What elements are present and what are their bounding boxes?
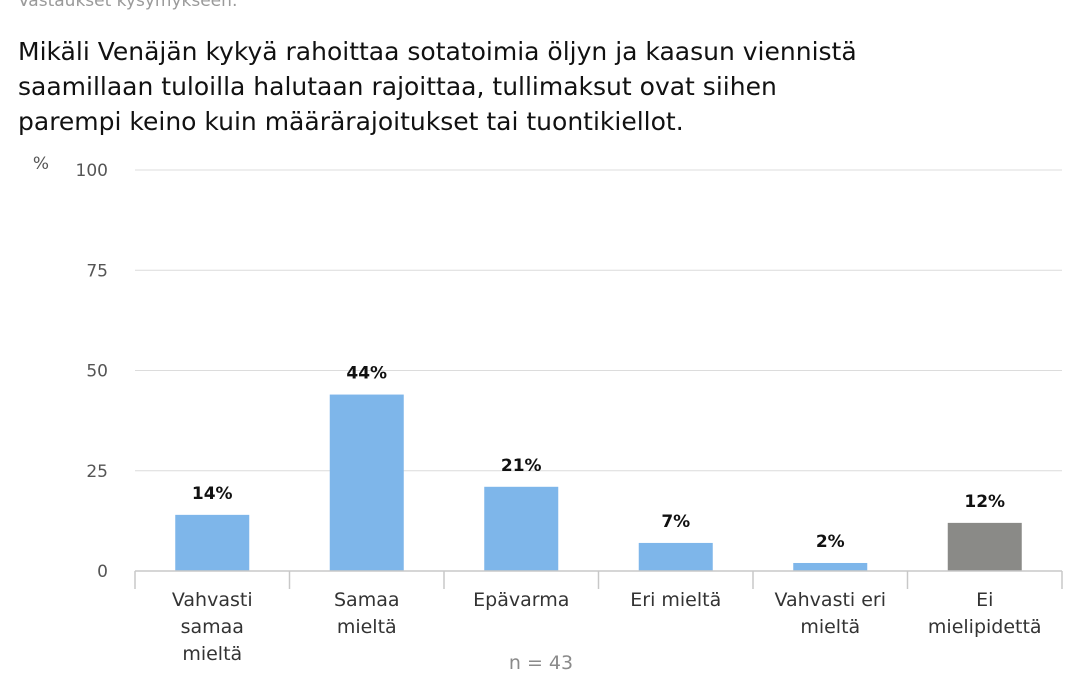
data-label: 44% [346,364,387,384]
data-label: 2% [816,532,845,552]
sample-size-text: n = 43 [508,652,574,674]
data-label: 21% [501,456,542,476]
x-tick-label: mieltä [337,616,397,638]
bars: 14% 44% 21% 7% 2% 12% [175,364,1022,571]
x-tick-label: mieltä [800,616,860,638]
x-tick-label: Vahvasti [172,589,253,611]
bar [638,542,713,571]
data-label: 7% [661,512,690,532]
x-tick-label: Samaa [334,589,400,611]
x-tick-label: Eri mieltä [630,589,721,611]
x-tick-label: Vahvasti eri [774,589,886,611]
x-tick-label: mielipidettä [928,616,1042,638]
y-tick-label: 50 [86,362,108,382]
x-tick-label: Ei [976,589,993,611]
bar [793,562,868,571]
y-tick-label: 0 [97,562,108,582]
data-label: 12% [964,492,1005,512]
x-axis: Vahvasti samaa mieltä Samaa mieltä Epävarma Er… [134,570,1063,665]
chart-title-line-1: Mikäli Venäjän kykyä rahoittaa sotatoimi… [18,37,857,66]
sample-size-note: n = 43 [0,652,1080,674]
y-tick-label: 75 [86,261,108,281]
x-tick-label: samaa [181,616,244,638]
chart-title-line-2: saamillaan tuloilla halutaan rajoittaa, … [18,72,777,101]
bar [484,486,559,571]
chart-title-line-3: parempi keino kuin määrärajoitukset tai … [18,107,684,136]
y-tick-label: 100 [76,161,108,181]
x-tick-label: mieltä [182,643,242,665]
y-axis: 0 25 50 75 100% [33,154,108,582]
y-tick-label: 25 [86,462,108,482]
y-axis-unit-label: % [33,154,49,174]
data-label: 14% [192,484,233,504]
bar [175,514,250,571]
chart-title: Mikäli Venäjän kykyä rahoittaa sotatoimi… [18,34,1068,139]
gridlines [135,169,1062,472]
chart-supertitle: Vastaukset kysymykseen: [18,0,238,11]
bar [329,394,404,571]
x-tick-label: Epävarma [473,589,569,611]
bar [947,522,1022,571]
